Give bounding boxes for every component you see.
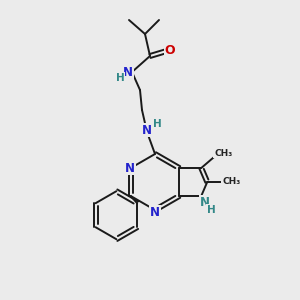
Text: N: N <box>123 65 133 79</box>
Text: N: N <box>142 124 152 136</box>
Text: N: N <box>150 206 160 218</box>
Text: H: H <box>207 205 216 215</box>
Text: N: N <box>125 161 135 175</box>
Text: O: O <box>165 44 175 56</box>
Text: N: N <box>200 196 210 208</box>
Text: CH₃: CH₃ <box>222 176 240 185</box>
Text: CH₃: CH₃ <box>214 148 232 158</box>
Text: H: H <box>116 73 124 83</box>
Text: H: H <box>153 119 161 129</box>
